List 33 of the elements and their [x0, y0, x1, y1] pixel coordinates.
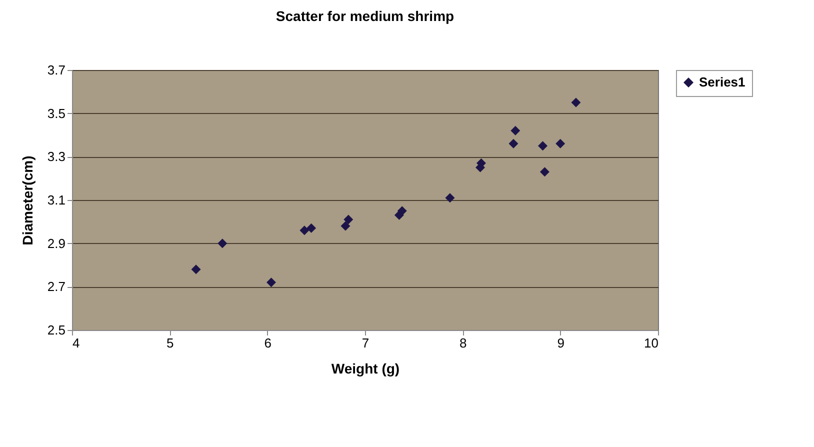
legend-label: Series1: [699, 74, 746, 90]
x-axis-title: Weight (g): [331, 360, 400, 376]
point: [266, 278, 276, 288]
point: [397, 206, 407, 216]
point: [508, 138, 518, 148]
x-tick-label: 7: [362, 336, 370, 350]
point: [571, 98, 581, 108]
point: [306, 223, 316, 233]
point: [218, 238, 228, 248]
point: [540, 167, 550, 177]
y-tick-label: 3.5: [47, 106, 66, 121]
chart-title: Scatter for medium shrimp: [276, 8, 454, 24]
point: [510, 126, 520, 136]
x-tick-label: 4: [72, 336, 80, 350]
y-tick-label: 2.5: [47, 322, 66, 338]
point: [191, 264, 201, 274]
y-tick-label: 2.9: [47, 236, 66, 251]
point: [300, 226, 310, 236]
point: [344, 214, 354, 224]
x-tick-label: 10: [644, 336, 658, 350]
y-axis-title: Diameter(cm): [19, 156, 36, 246]
y-tick-label: 3.3: [47, 149, 66, 164]
y-tick-label: 2.7: [47, 279, 66, 294]
x-tick-label: 9: [557, 336, 564, 350]
point: [556, 138, 566, 148]
x-tick-label: 5: [166, 336, 174, 350]
y-tick-label: 3.1: [47, 192, 66, 208]
y-tick-label: 3.7: [47, 62, 66, 78]
x-tick-label: 8: [460, 336, 467, 350]
point: [340, 221, 350, 231]
point: [538, 141, 548, 151]
point: [445, 193, 455, 203]
x-tick-label: 6: [264, 336, 272, 350]
